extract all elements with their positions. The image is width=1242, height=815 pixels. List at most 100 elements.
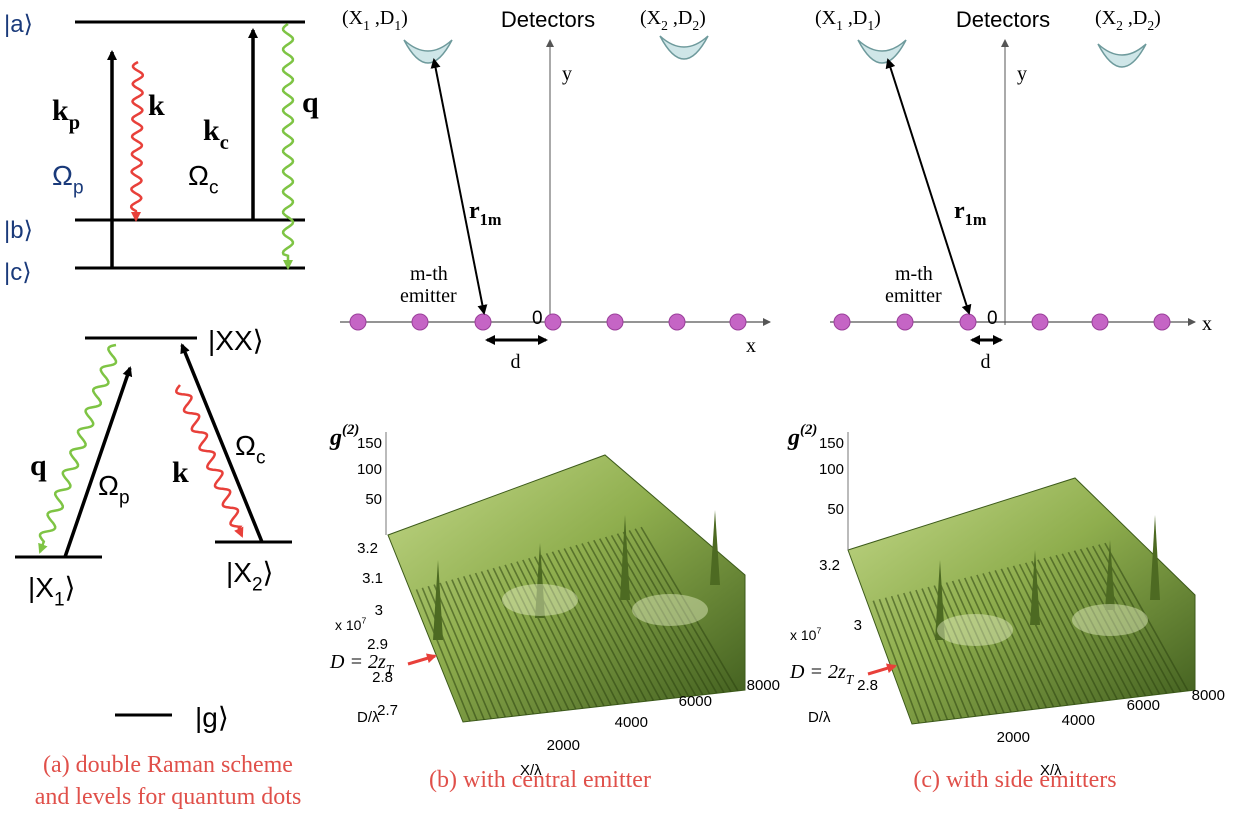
- surface: [388, 455, 745, 722]
- d-tick-label: 3.1: [362, 570, 383, 587]
- z-tick-label: 100: [357, 461, 382, 478]
- emitter: [1032, 314, 1048, 330]
- label: Ωc: [235, 430, 266, 468]
- text-segment: r: [954, 198, 965, 224]
- emitter: [1092, 314, 1108, 330]
- marker-label: D = 2zT: [789, 661, 855, 687]
- detector-icon: [404, 40, 452, 63]
- text-segment: D = 2z: [789, 661, 846, 683]
- z-axis-label: g(2): [787, 422, 817, 451]
- text-segment: k: [52, 94, 69, 127]
- surface-highlight: [937, 614, 1013, 646]
- z-axis-label: g(2): [329, 422, 359, 451]
- text-segment: ,D: [843, 7, 867, 29]
- text-segment: 2: [252, 574, 263, 595]
- d-tick-label: 3.2: [819, 557, 840, 574]
- text-segment: Ω: [188, 160, 209, 191]
- text-segment: ): [401, 7, 408, 29]
- detector-label: (X1 ,D1): [815, 7, 881, 33]
- text-segment: (X: [342, 7, 364, 29]
- d-tick-label: 3.2: [357, 540, 378, 557]
- axis-label: x: [746, 335, 756, 357]
- distance-label: r1m: [469, 198, 502, 229]
- level-label: |X2⟩: [226, 557, 273, 595]
- detector-title: Detectors: [501, 7, 595, 32]
- text-exponent: 7: [361, 616, 366, 626]
- x-tick-label: 4000: [615, 714, 648, 731]
- label: q: [302, 86, 319, 119]
- label: k: [172, 456, 189, 489]
- text-base: x 10: [335, 617, 362, 633]
- text-segment: ): [1154, 7, 1161, 29]
- text-segment: T: [846, 672, 855, 687]
- spacing-label: d: [981, 351, 991, 373]
- text-segment: ): [874, 7, 881, 29]
- origin-label: 0: [987, 308, 998, 329]
- text-segment: c: [220, 132, 229, 154]
- caption: (a) double Raman scheme: [43, 752, 293, 778]
- label: Ωp: [52, 160, 84, 198]
- d-axis-label: D/λ: [808, 709, 831, 726]
- x-tick-label: 2000: [997, 729, 1030, 746]
- emitter-label: emitter: [400, 285, 457, 307]
- x-tick-label: 4000: [1062, 712, 1095, 729]
- detector-label: (X2 ,D2): [640, 7, 706, 33]
- text-segment: D = 2z: [329, 651, 386, 673]
- text-segment: |X: [28, 572, 54, 603]
- text-segment: |X: [226, 557, 252, 588]
- z-tick-label: 100: [819, 461, 844, 478]
- emitter: [1154, 314, 1170, 330]
- detector-icon: [1098, 44, 1146, 67]
- text-segment: 1m: [965, 210, 987, 229]
- text-segment: r: [469, 198, 480, 224]
- d-tick-label: 2.7: [377, 702, 398, 719]
- axis-label: y: [1017, 63, 1027, 85]
- emitter: [350, 314, 366, 330]
- text-segment: Ω: [98, 470, 119, 501]
- text-segment: ,D: [668, 7, 692, 29]
- x-tick-label: 2000: [547, 737, 580, 754]
- text-base: x 10: [790, 627, 817, 643]
- emitter-label: m-th: [410, 263, 448, 285]
- emitter: [545, 314, 561, 330]
- caption: (b) with central emitter: [429, 767, 651, 793]
- label: k: [148, 89, 165, 122]
- text-segment: 1: [363, 18, 370, 33]
- emitter: [960, 314, 976, 330]
- emitter: [669, 314, 685, 330]
- axis-label: y: [562, 63, 572, 85]
- emitter: [730, 314, 746, 330]
- text-exponent: (2): [800, 422, 817, 438]
- level-label: |g⟩: [195, 702, 229, 733]
- d-tick-label: 3: [854, 617, 862, 634]
- text-segment: ⟩: [65, 572, 76, 603]
- caption: and levels for quantum dots: [35, 784, 302, 810]
- d-axis-label: D/λ: [357, 709, 380, 726]
- axis-label: x: [1202, 313, 1212, 335]
- detector-title: Detectors: [956, 7, 1050, 32]
- level-label: |b⟩: [4, 217, 33, 244]
- text-segment: p: [69, 112, 80, 134]
- text-segment: c: [209, 177, 219, 198]
- d-tick-label: 2.8: [857, 677, 878, 694]
- level-label: |XX⟩: [208, 325, 264, 356]
- emitter-label: emitter: [885, 285, 942, 307]
- photon-arrow: [283, 24, 293, 268]
- emitter: [412, 314, 428, 330]
- text-segment: Ω: [52, 160, 73, 191]
- marker-arrow: [408, 656, 435, 664]
- text-base: g: [329, 425, 342, 451]
- text-segment: 1: [394, 18, 401, 33]
- text-segment: 1: [867, 18, 874, 33]
- text-segment: ,D: [1123, 7, 1147, 29]
- text-segment: (X: [640, 7, 662, 29]
- photon-arrow: [131, 62, 143, 220]
- level-label: |c⟩: [4, 259, 32, 286]
- marker-label: D = 2zT: [329, 651, 395, 677]
- emitter: [834, 314, 850, 330]
- text-segment: p: [73, 177, 84, 198]
- marker-arrow: [868, 666, 895, 674]
- label: kc: [203, 114, 229, 154]
- d-scale: x 107: [790, 626, 821, 643]
- level-label: |a⟩: [4, 11, 33, 38]
